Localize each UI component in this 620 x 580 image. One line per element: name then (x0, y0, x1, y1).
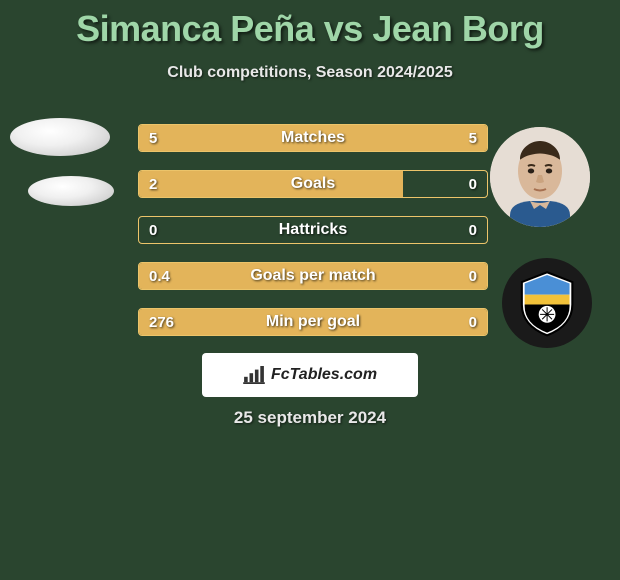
stat-bar-row: Hattricks0 0 (138, 216, 488, 244)
stat-value-right: 0 (469, 309, 477, 335)
crest-icon (512, 268, 582, 338)
page-title: Simanca Peña vs Jean Borg (0, 0, 620, 50)
stat-label: Hattricks (139, 217, 487, 243)
stat-label: Matches (139, 125, 487, 151)
stats-bar-chart: Matches55Goals20Hattricks00Goals per mat… (138, 124, 488, 354)
club2-crest (502, 258, 592, 348)
stat-label: Goals per match (139, 263, 487, 289)
stat-label: Goals (139, 171, 487, 197)
source-logo: FcTables.com (202, 353, 418, 397)
stat-value-left: 2 (149, 171, 157, 197)
stat-bar-row: Matches5 5 (138, 124, 488, 152)
stat-value-left: 5 (149, 125, 157, 151)
page-subtitle: Club competitions, Season 2024/2025 (0, 64, 620, 82)
face-icon (490, 127, 590, 227)
stat-value-right: 5 (469, 125, 477, 151)
stat-value-right: 0 (469, 217, 477, 243)
stat-value-right: 0 (469, 263, 477, 289)
bar-chart-icon (243, 366, 265, 384)
club1-crest-placeholder (28, 176, 114, 206)
player2-avatar (490, 127, 590, 227)
stat-bar-row: Min per goal276 0 (138, 308, 488, 336)
stat-value-right: 0 (469, 171, 477, 197)
stat-label: Min per goal (139, 309, 487, 335)
stat-value-left: 0 (149, 217, 157, 243)
stat-bar-row: Goals per match0.4 0 (138, 262, 488, 290)
stat-value-left: 276 (149, 309, 174, 335)
stat-bar-row: Goals2 0 (138, 170, 488, 198)
source-logo-text: FcTables.com (271, 366, 377, 384)
date-label: 25 september 2024 (0, 408, 620, 428)
player1-avatar-placeholder (10, 118, 110, 156)
stat-value-left: 0.4 (149, 263, 170, 289)
